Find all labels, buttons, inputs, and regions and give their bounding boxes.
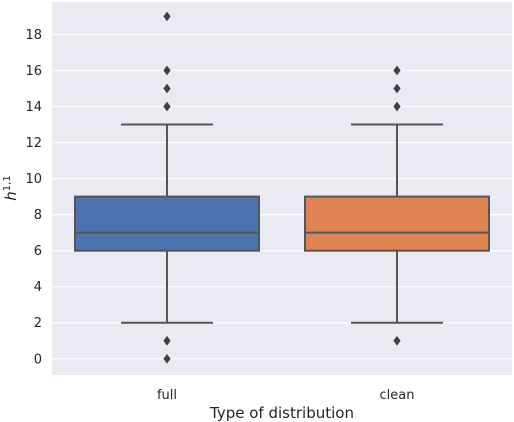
box-iqr	[74, 195, 260, 252]
outlier-point	[163, 101, 171, 112]
y-tick-labels: 0 2 4 6 8 10 12 14 16 18	[25, 28, 42, 367]
y-tick-label: 2	[34, 316, 42, 331]
box-iqr	[304, 195, 490, 252]
outlier-point	[163, 335, 171, 346]
y-axis-title-main: h	[2, 191, 20, 201]
outlier-point	[393, 335, 401, 346]
y-tick-label: 10	[25, 172, 42, 187]
y-tick-label: 14	[25, 100, 42, 115]
y-axis-title: h1,1	[2, 175, 20, 200]
y-tick-label: 16	[25, 64, 42, 79]
y-tick-label: 6	[34, 244, 42, 259]
outlier-point	[393, 101, 401, 112]
outlier-point	[393, 83, 401, 94]
x-tick-label: clean	[380, 388, 415, 403]
plot-area	[52, 2, 512, 375]
box-clean	[304, 65, 490, 346]
outlier-point	[163, 83, 171, 94]
outlier-point	[163, 11, 171, 22]
y-tick-label: 18	[25, 28, 42, 43]
x-tick-labels: full clean	[157, 388, 415, 403]
outlier-point	[163, 65, 171, 76]
y-tick-label: 8	[34, 208, 42, 223]
outlier-point	[393, 65, 401, 76]
y-axis-title-superscript: 1,1	[2, 175, 13, 191]
y-tick-label: 12	[25, 136, 42, 151]
y-tick-label: 4	[34, 280, 42, 295]
x-axis-title: Type of distribution	[209, 404, 354, 422]
box-full	[74, 11, 260, 364]
box-series	[74, 11, 490, 364]
y-tick-label: 0	[34, 352, 42, 367]
x-tick-label: full	[157, 388, 177, 403]
outlier-point	[163, 353, 171, 364]
